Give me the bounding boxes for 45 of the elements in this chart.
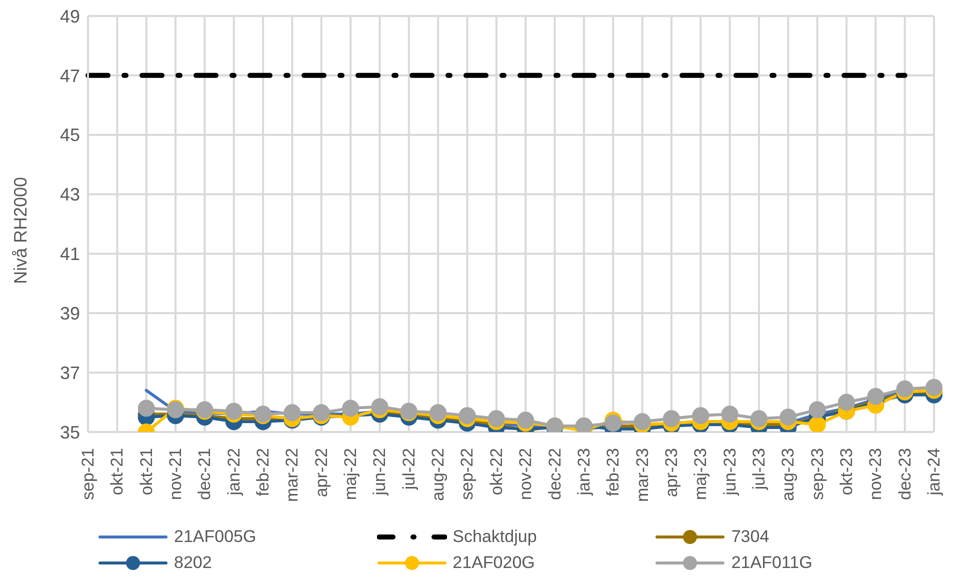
x-tick-label: mar-23	[632, 448, 652, 502]
y-tick-label: 39	[60, 304, 80, 324]
x-tick-label: nov-21	[166, 448, 186, 500]
y-tick-label: 35	[60, 422, 80, 442]
x-tick-label: aug-22	[428, 448, 448, 501]
x-tick-label: jan-23	[574, 448, 594, 496]
legend-label: 21AF005G	[174, 527, 256, 547]
x-tick-label: okt-23	[836, 448, 856, 496]
x-tick-label: aug-23	[778, 448, 798, 501]
x-tick-label: okt-21	[108, 448, 127, 496]
y-tick-label: 45	[60, 125, 80, 146]
x-tick-label: nov-23	[866, 448, 886, 500]
x-tick-label: maj-22	[341, 448, 360, 500]
legend-label: 21AF011G	[731, 553, 812, 573]
x-tick-label: jan-22	[224, 448, 244, 496]
x-tick-label: apr-22	[312, 448, 331, 498]
y-tick-label: 43	[60, 184, 80, 205]
x-tick-label: sep-21	[78, 448, 98, 500]
x-tick-label: okt-22	[486, 448, 506, 496]
x-tick-label: mar-22	[282, 448, 302, 502]
x-tick-label: jan-24	[924, 448, 944, 496]
y-tick-label: 47	[60, 66, 80, 86]
legend-label: Schaktdjup	[452, 527, 537, 547]
legend-label: 8202	[174, 553, 212, 573]
y-tick-label: 37	[60, 362, 80, 383]
y-tick-label: 49	[60, 6, 80, 26]
x-tick-label: feb-22	[254, 448, 273, 496]
x-tick-label: jun-23	[720, 448, 740, 496]
x-tick-label: jun-22	[370, 448, 390, 496]
x-tick-label: nov-22	[516, 448, 536, 500]
legend-label: 7304	[731, 527, 770, 547]
x-tick-label: okt-21	[136, 448, 156, 496]
y-axis-title: Nivå RH2000	[10, 176, 30, 284]
x-tick-label: maj-23	[691, 448, 710, 500]
x-tick-label: sep-22	[458, 448, 477, 500]
x-tick-label: dec-21	[195, 448, 214, 500]
x-tick-label: jul-22	[399, 448, 418, 491]
x-tick-label: dec-22	[545, 448, 564, 500]
y-tick-label: 41	[60, 244, 80, 264]
x-tick-label: apr-23	[662, 448, 681, 498]
x-tick-label: jul-23	[749, 448, 768, 491]
x-tick-label: sep-23	[808, 448, 827, 500]
x-tick-label: dec-23	[895, 448, 914, 500]
legend-label: 21AF020G	[452, 553, 535, 573]
x-tick-label: feb-23	[604, 448, 623, 496]
